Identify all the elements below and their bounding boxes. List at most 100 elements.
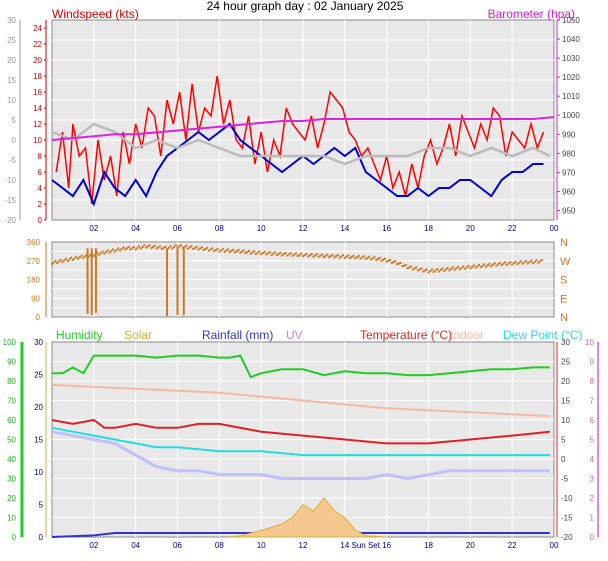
x-tick-label: 18: [424, 224, 433, 233]
direction-point: [509, 261, 512, 264]
uv-tick-label: 8: [590, 377, 595, 386]
direction-point: [394, 260, 397, 263]
direction-tick-label: 270: [27, 257, 41, 266]
windspeed-tick-label: 2: [38, 200, 43, 209]
direction-point: [176, 246, 179, 249]
direction-point: [141, 245, 144, 248]
direction-point: [371, 257, 374, 260]
direction-point: [462, 265, 465, 268]
temperature-tick-label: -20: [561, 533, 573, 542]
direction-point: [152, 245, 155, 248]
direction-point: [75, 255, 78, 258]
direction-point: [146, 245, 149, 248]
direction-point: [228, 251, 231, 253]
direction-point: [302, 255, 304, 258]
direction-point: [129, 248, 132, 251]
temperature-tick-label: -5: [561, 475, 569, 484]
direction-point: [57, 260, 60, 263]
direction-point: [465, 266, 468, 269]
direction-point: [437, 270, 440, 273]
windspeed-tick-label: 16: [33, 88, 42, 97]
direction-point: [495, 264, 498, 267]
x-tick-label: 20: [466, 224, 475, 233]
temperature-tick-label: 10: [561, 416, 570, 425]
x-tick-label: Sun Set: [352, 541, 381, 550]
direction-point: [204, 247, 207, 250]
direction-point: [453, 268, 456, 271]
x-tick-label: 06: [173, 224, 182, 233]
direction-point: [343, 256, 346, 259]
windspeed-tick-label: 6: [38, 168, 43, 177]
temperature-tick-label: 30: [561, 338, 570, 347]
direction-point: [263, 250, 266, 253]
barometer-tick-label: 1010: [562, 92, 580, 101]
direction-point: [267, 252, 270, 255]
direction-point: [282, 253, 285, 256]
direction-point: [92, 254, 95, 257]
x-tick-label: 22: [508, 541, 517, 550]
direction-point: [498, 261, 501, 264]
outer-tick-label: 25: [7, 36, 16, 45]
direction-point: [322, 256, 325, 258]
direction-point: [164, 245, 167, 248]
direction-point: [56, 262, 59, 265]
series-label: Solar: [124, 328, 152, 342]
direction-point: [448, 269, 451, 272]
direction-point: [190, 245, 193, 248]
series-label: Temperature (°C): [360, 328, 452, 342]
direction-point: [434, 269, 437, 272]
uv-tick-label: 7: [590, 397, 595, 406]
direction-point: [225, 249, 228, 252]
temperature-tick-label: 0: [561, 455, 566, 464]
direction-point: [539, 260, 542, 263]
direction-point: [493, 262, 496, 265]
direction-point: [80, 254, 83, 257]
direction-point: [404, 264, 407, 267]
direction-point: [157, 246, 160, 249]
direction-point: [387, 259, 390, 262]
direction-point: [368, 255, 371, 258]
direction-point: [247, 249, 250, 252]
uv-tick-label: 0: [590, 533, 595, 542]
direction-point: [411, 268, 414, 271]
direction-point: [464, 267, 467, 270]
direction-point: [103, 252, 106, 255]
direction-point: [155, 247, 158, 250]
direction-point: [61, 261, 64, 263]
temperature-tick-label: -15: [561, 514, 573, 523]
direction-point: [422, 270, 425, 273]
direction-point: [199, 247, 202, 250]
direction-point: [118, 249, 121, 252]
direction-point: [270, 253, 273, 256]
barometer-tick-label: 950: [562, 206, 576, 215]
direction-point: [392, 261, 395, 263]
x-tick-label: 08: [215, 224, 224, 233]
direction-point: [159, 245, 162, 248]
uv-tick-label: 6: [590, 416, 595, 425]
direction-point: [235, 250, 238, 253]
direction-point: [354, 257, 357, 260]
direction-point: [73, 257, 76, 260]
x-tick-label: 02: [89, 224, 98, 233]
direction-point: [148, 244, 151, 247]
direction-point: [291, 254, 294, 257]
direction-point: [382, 258, 385, 261]
direction-point: [303, 253, 306, 256]
direction-point: [432, 270, 435, 273]
x-tick-label: 06: [173, 541, 182, 550]
direction-point: [253, 250, 256, 253]
barometer-tick-label: 990: [562, 130, 576, 139]
humidity-tick-label: 90: [7, 358, 16, 367]
direction-point: [249, 252, 252, 255]
direction-point: [521, 262, 524, 265]
x-tick-label: 16: [382, 224, 391, 233]
direction-point: [179, 244, 182, 247]
x-tick-label: 12: [299, 541, 308, 550]
direction-point: [186, 247, 189, 250]
direction-point: [279, 251, 282, 254]
x-tick-label: 04: [131, 224, 140, 233]
direction-point: [526, 262, 529, 265]
direction-point: [537, 261, 540, 264]
direction-point: [361, 256, 364, 259]
